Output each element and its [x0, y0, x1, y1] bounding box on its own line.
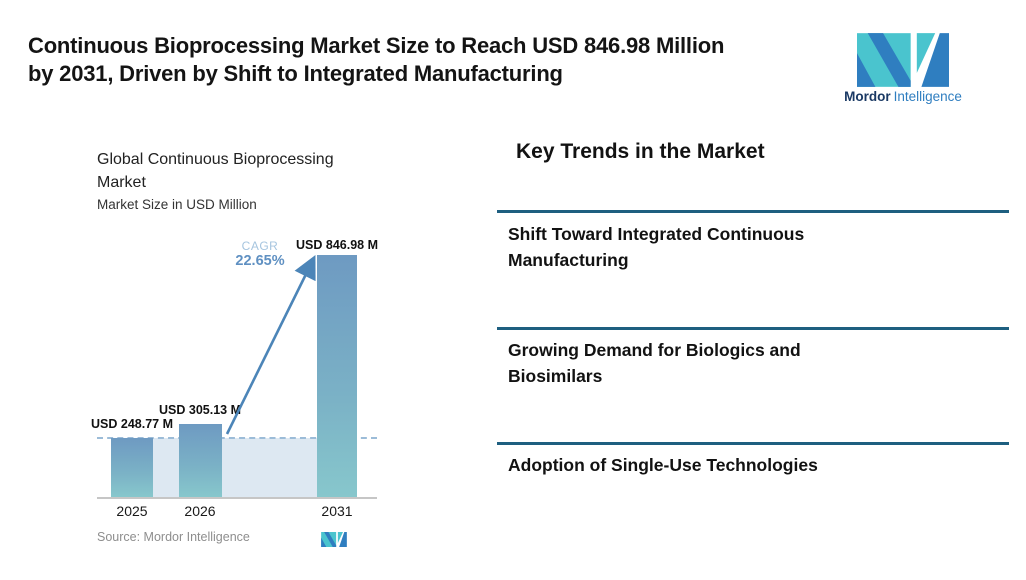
key-trends-panel: Key Trends in the Market Shift Toward In…	[480, 130, 1026, 475]
growth-arrow-icon	[225, 255, 316, 435]
brand-name-light: Intelligence	[893, 89, 962, 104]
trends-heading: Key Trends in the Market	[516, 140, 765, 163]
x-tick-2026: 2026	[184, 503, 216, 519]
mordor-intelligence-mini-logo-icon	[321, 532, 347, 547]
trend-separator	[497, 210, 1009, 213]
page-title: Continuous Bioprocessing Market Size to …	[28, 33, 725, 86]
bar-2025	[111, 438, 153, 497]
x-axis-baseline	[97, 497, 377, 499]
cagr-value: 22.65%	[235, 253, 285, 269]
bar-2026	[179, 424, 222, 497]
x-tick-2025: 2025	[116, 503, 148, 519]
mordor-intelligence-logo-icon	[857, 33, 949, 87]
bar-value-2026: USD 305.13 M	[159, 403, 241, 417]
trend-item-3: Adoption of Single-Use Technologies	[508, 455, 818, 475]
bar-value-2031: USD 846.98 M	[296, 238, 378, 252]
source-attribution: Source: Mordor Intelligence	[97, 530, 250, 544]
reference-dashed-line	[97, 437, 377, 439]
bar-2031	[317, 255, 357, 497]
brand-logo: Mordor Intelligence	[843, 33, 963, 104]
trend-item-2: Growing Demand for Biologics and Biosimi…	[508, 340, 801, 386]
x-tick-2031: 2031	[321, 503, 353, 519]
bar-value-2025: USD 248.77 M	[91, 417, 173, 431]
trend-separator	[497, 442, 1009, 445]
trend-separator	[497, 327, 1009, 330]
trend-item-1: Shift Toward Integrated Continuous Manuf…	[508, 224, 805, 270]
brand-name: Mordor Intelligence	[843, 89, 963, 104]
market-size-chart: Global Continuous Bioprocessing Market M…	[85, 140, 397, 570]
chart-title: Global Continuous Bioprocessing Market	[97, 151, 334, 191]
chart-subtitle: Market Size in USD Million	[97, 197, 257, 212]
brand-name-bold: Mordor	[844, 89, 891, 104]
cagr-label: CAGR	[241, 239, 279, 253]
